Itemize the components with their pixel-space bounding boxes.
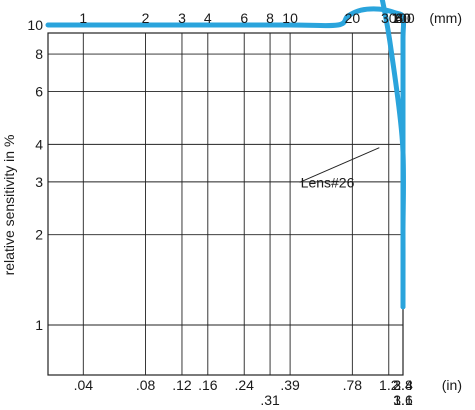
- x-top-tick-label: 30: [381, 10, 397, 26]
- x-top-tick-label: 8: [266, 10, 274, 26]
- y-tick-label: 6: [35, 84, 43, 100]
- series-line-25: [379, 0, 407, 310]
- series-label-leader: [299, 147, 380, 183]
- y-tick-label: 1: [35, 317, 43, 333]
- series-label: Lens#26: [301, 174, 355, 190]
- series-line-26: [45, 6, 407, 310]
- x-top-tick-label: 3: [178, 10, 186, 26]
- x-top-tick-label: 20: [345, 10, 361, 26]
- x-top-tick-label: 60: [395, 10, 411, 26]
- x-top-unit-label: (mm): [429, 10, 462, 26]
- x-top-tick-label: 40: [395, 10, 411, 26]
- plot-frame: [47, 32, 404, 376]
- x-top-tick-label: 80: [395, 10, 411, 26]
- grid: [47, 32, 404, 376]
- x-bottom-tick-label: 3.8: [393, 377, 413, 393]
- x-bottom-tick-label: .31: [260, 392, 280, 408]
- x-bottom-tick-label: .16: [198, 377, 218, 393]
- x-bottom-tick-label: .24: [234, 377, 254, 393]
- x-bottom-tick-label: 1.6: [393, 392, 413, 408]
- x-top-tick-label: 2: [142, 10, 150, 26]
- x-top-tick-label: 4: [204, 10, 212, 26]
- y-tick-label: 10: [27, 17, 43, 33]
- x-bottom-tick-label: 2.4: [393, 377, 413, 393]
- series-curves: [45, 0, 407, 310]
- x-top-tick-label: 1: [79, 10, 87, 26]
- x-bottom-tick-label: .39: [280, 377, 300, 393]
- x-top-tick-label: 100: [391, 10, 415, 26]
- y-tick-label: 8: [35, 46, 43, 62]
- y-axis-label: relative sensitivity in %: [1, 135, 17, 276]
- y-tick-label: 4: [35, 136, 43, 152]
- series-labels: Lens#24Lens#25Lens#26: [299, 147, 380, 190]
- x-bottom-tick-label: .08: [136, 377, 156, 393]
- x-bottom-tick-label: 1.2: [379, 377, 399, 393]
- x-top-tick-label: 6: [240, 10, 248, 26]
- x-bottom-tick-label: 3.1: [393, 392, 413, 408]
- x-bottom-unit-label: (in): [442, 377, 462, 393]
- x-bottom-tick-label: .12: [172, 377, 192, 393]
- x-top-tick-label: 10: [282, 10, 298, 26]
- y-tick-label: 3: [35, 174, 43, 190]
- y-tick-label: 2: [35, 227, 43, 243]
- x-bottom-tick-label: .78: [343, 377, 363, 393]
- x-bottom-tick-label: .04: [74, 377, 94, 393]
